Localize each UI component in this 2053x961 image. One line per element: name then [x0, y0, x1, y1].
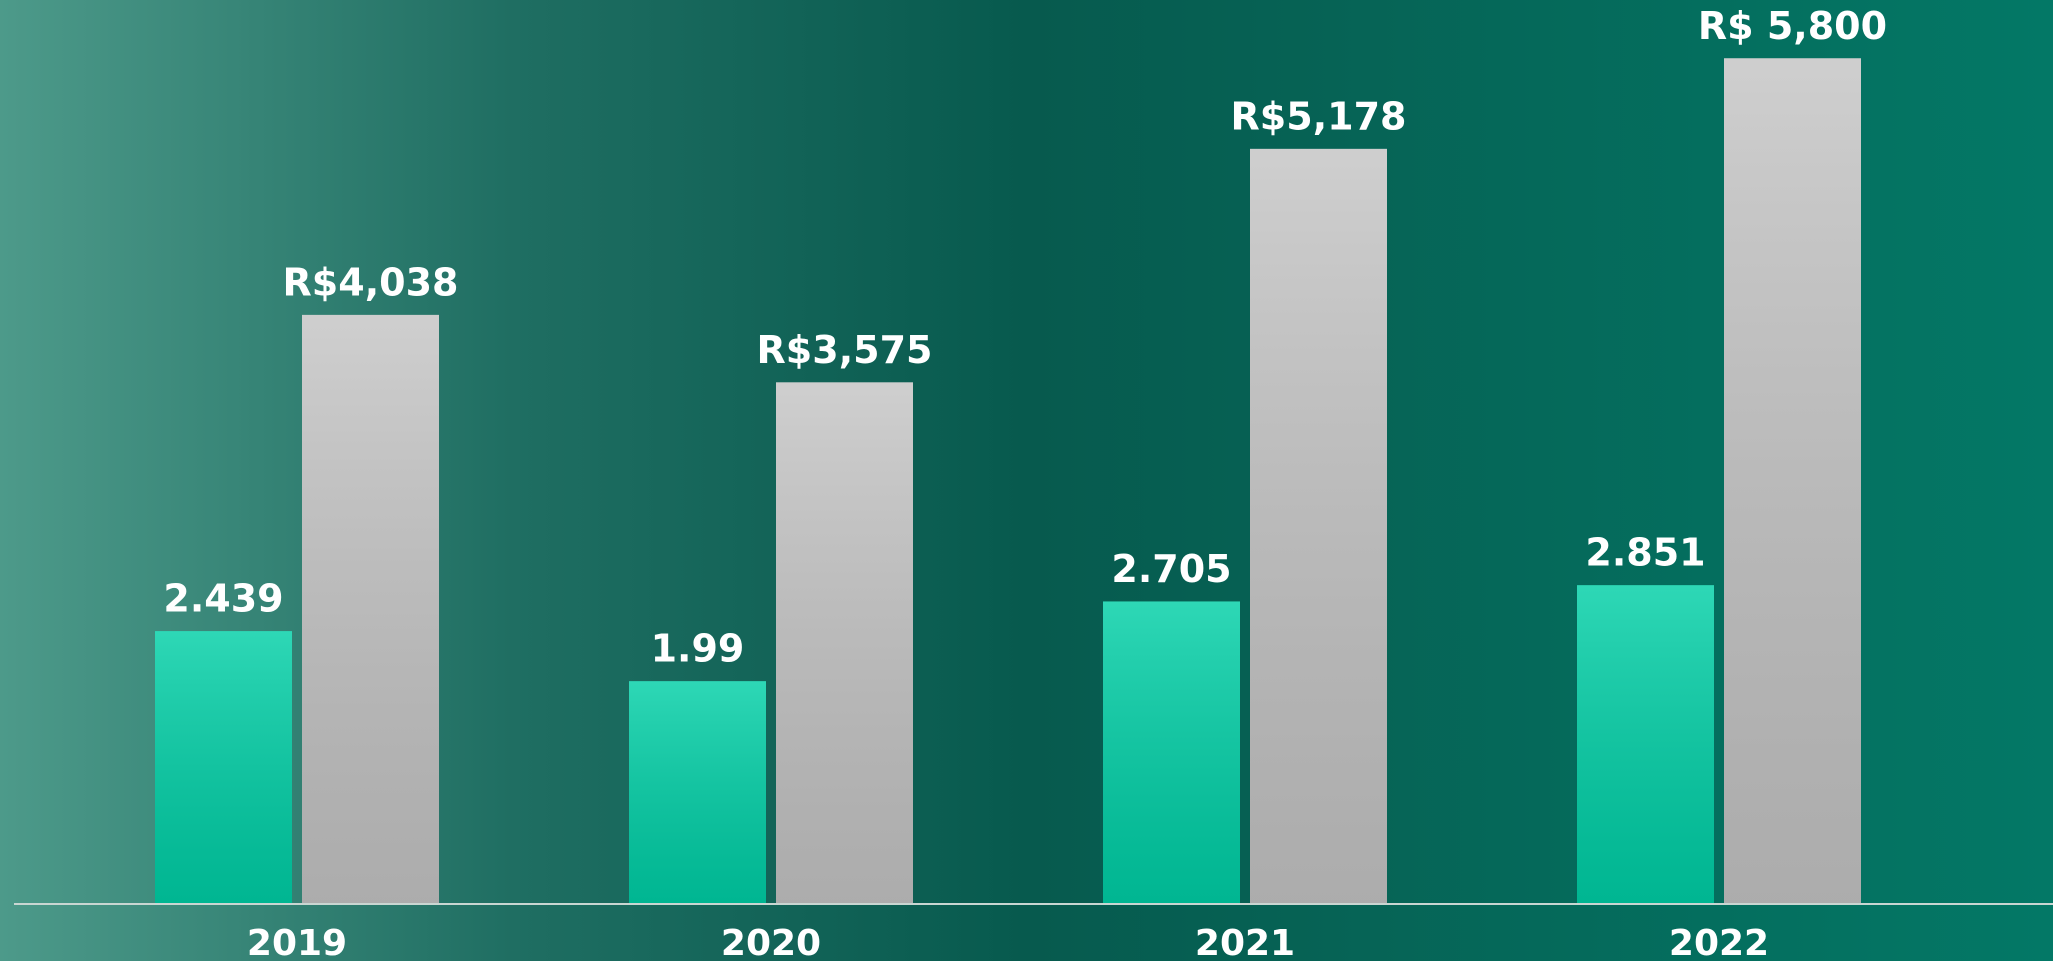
bar-shade: [155, 631, 292, 903]
value-label: R$ 5,800: [1698, 4, 1887, 48]
bar-shade: [776, 382, 913, 903]
value-label: 1.99: [651, 627, 745, 671]
bar-shade: [1577, 585, 1714, 903]
bar-shade: [1250, 149, 1387, 903]
chart: 2019 2.439 R$4,038 2020 1.99 R$3,575 2021 2.705…: [0, 0, 2053, 961]
value-label: 2.851: [1585, 531, 1705, 575]
x-tick-label: 2019: [247, 923, 347, 961]
value-label: R$5,178: [1231, 94, 1407, 138]
x-tick-label: 2021: [1195, 923, 1295, 961]
x-tick-label: 2020: [721, 923, 821, 961]
bar-shade: [302, 315, 439, 903]
value-label: 2.439: [163, 577, 283, 621]
value-label: R$3,575: [757, 328, 933, 372]
value-label: R$4,038: [283, 260, 459, 304]
value-label: 2.705: [1111, 547, 1231, 591]
bar-shade: [1724, 58, 1861, 903]
page: 2019 2.439 R$4,038 2020 1.99 R$3,575 2021 2.705…: [0, 0, 2053, 961]
x-tick-label: 2022: [1669, 923, 1769, 961]
bar-shade: [629, 681, 766, 903]
bar-shade: [1103, 601, 1240, 903]
